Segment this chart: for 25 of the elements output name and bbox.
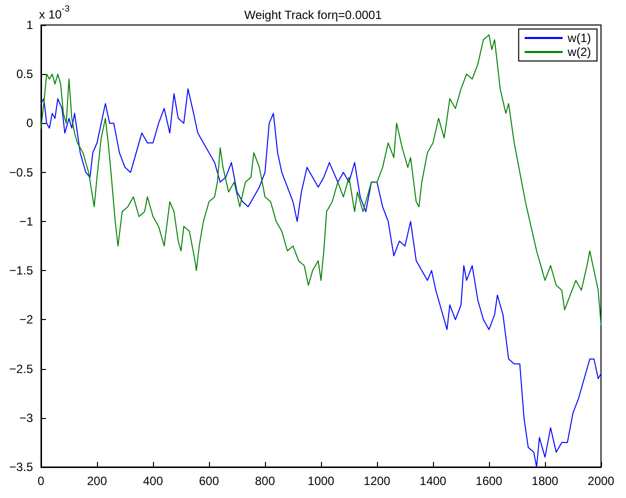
- x-tick-label: 1600: [476, 474, 503, 488]
- x-tick-label: 200: [86, 474, 108, 488]
- y-tick-label: −3.5: [9, 460, 34, 474]
- line-series: [40, 34, 602, 326]
- x-tick-label: 1800: [532, 474, 559, 488]
- y-tick-label: −3: [19, 410, 34, 425]
- chart-title: Weight Track forη=0.0001: [244, 8, 382, 22]
- y-tick-label: 0.5: [16, 67, 34, 82]
- x-tick-label: 2000: [588, 474, 615, 488]
- legend-label: w(1): [566, 31, 592, 45]
- x-tick-label: 400: [142, 474, 164, 488]
- y-tick-label: −0.5: [9, 165, 34, 180]
- x-tick-label: 800: [254, 474, 276, 488]
- y-tick-label: 1: [26, 18, 34, 32]
- x-tick-label: 1400: [420, 474, 447, 488]
- y-tick-label: −2: [19, 312, 34, 327]
- x-tick-label: 0: [38, 474, 45, 488]
- x-tick-label: 600: [198, 474, 220, 488]
- y-tick-label: −1: [19, 214, 34, 228]
- x-tick-label: 1200: [364, 474, 391, 488]
- x-tick-label: 1000: [308, 474, 335, 488]
- y-tick-label: 0: [26, 116, 34, 130]
- y-tick-label: −1.5: [9, 264, 34, 278]
- y-tick-label: −2.5: [9, 362, 34, 376]
- legend-label: w(2): [566, 45, 592, 59]
